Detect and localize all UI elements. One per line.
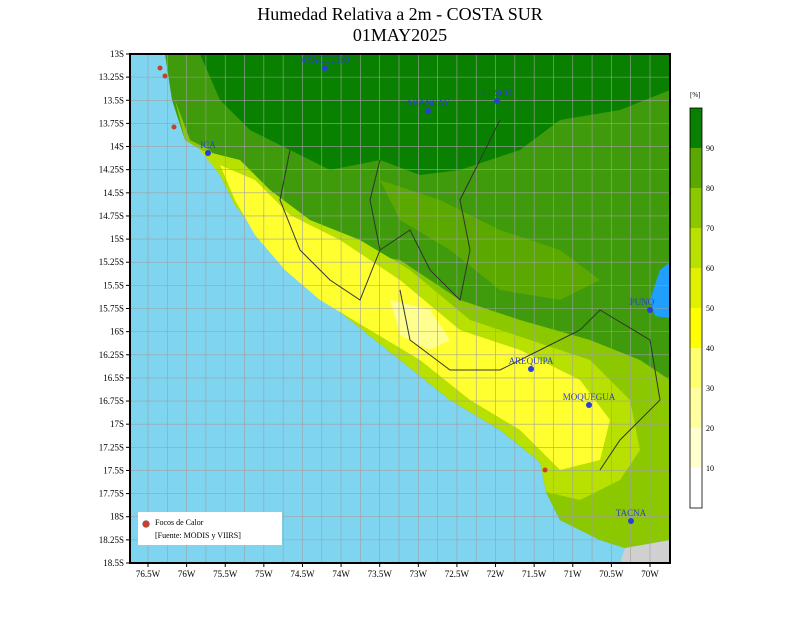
lat-label: 16.75S (99, 396, 124, 406)
colorbar-segment (690, 348, 702, 388)
lat-label: 17S (110, 419, 124, 429)
city-label: CUSCO (482, 88, 513, 98)
lon-label: 71W (564, 569, 582, 579)
city-label: PUNO (630, 297, 655, 307)
lat-label: 15S (110, 234, 124, 244)
lat-label: 13S (110, 49, 124, 59)
city-marker (205, 150, 211, 156)
city-marker (628, 518, 634, 524)
city-label: ABANCAY (406, 98, 450, 108)
colorbar-segment (690, 228, 702, 268)
colorbar-segment (690, 108, 702, 148)
lon-label: 75.5W (213, 569, 238, 579)
legend-marker (142, 520, 150, 528)
lon-label: 73.5W (368, 569, 393, 579)
subtitle: 01MAY2025 (353, 25, 447, 45)
lat-label: 17.75S (99, 489, 124, 499)
city-label: AYACUCHO (300, 55, 350, 65)
colorbar-label: 50 (706, 304, 714, 313)
lon-label: 73W (410, 569, 428, 579)
colorbar-label: 10 (706, 464, 714, 473)
city-label: TACNA (616, 508, 647, 518)
city-marker (322, 65, 328, 71)
lat-label: 14.25S (99, 165, 124, 175)
lon-label: 72.5W (445, 569, 470, 579)
colorbar-segment (690, 388, 702, 428)
city-marker (528, 366, 534, 372)
lat-label: 18.5S (103, 558, 124, 568)
colorbar-unit: [%] (690, 91, 701, 99)
lon-label: 70W (641, 569, 659, 579)
lat-label: 17.25S (99, 442, 124, 452)
colorbar-label: 70 (706, 224, 714, 233)
lat-label: 14.5S (103, 188, 124, 198)
map-area (130, 54, 670, 563)
lat-label: 15.5S (103, 280, 124, 290)
lat-label: 14.75S (99, 211, 124, 221)
lat-label: 15.75S (99, 304, 124, 314)
city-marker (425, 108, 431, 114)
colorbar-segment (690, 188, 702, 228)
lon-label: 70.5W (599, 569, 624, 579)
lat-label: 16S (110, 327, 124, 337)
colorbar-segment (690, 268, 702, 308)
colorbar-label: 80 (706, 184, 714, 193)
lon-label: 76W (178, 569, 196, 579)
lon-label: 74.5W (290, 569, 315, 579)
city-marker (494, 98, 500, 104)
colorbar-segment (690, 308, 702, 348)
lat-label: 16.5S (103, 373, 124, 383)
title: Humedad Relativa a 2m - COSTA SUR (257, 4, 543, 24)
legend-source: [Fuente: MODIS y VIIRS] (155, 531, 241, 540)
city-marker (647, 307, 653, 313)
city-label: ICA (200, 140, 216, 150)
lat-label: 18.25S (99, 535, 124, 545)
fire-points (157, 65, 548, 473)
legend-box (138, 512, 282, 545)
lon-label: 71.5W (522, 569, 547, 579)
lon-label: 72W (487, 569, 505, 579)
city-marker (586, 402, 592, 408)
colorbar-label: 30 (706, 384, 714, 393)
lon-label: 76.5W (136, 569, 161, 579)
colorbar-label: 40 (706, 344, 714, 353)
colorbar-label: 20 (706, 424, 714, 433)
lat-label: 13.5S (103, 95, 124, 105)
colorbar-segment (690, 468, 702, 508)
city-label: MOQUEGUA (563, 392, 616, 402)
colorbar-frame (689, 107, 703, 509)
lat-label: 13.25S (99, 72, 124, 82)
colorbar-segment (690, 428, 702, 468)
lat-label: 13.75S (99, 118, 124, 128)
lat-label: 17.5S (103, 465, 124, 475)
colorbar-segment (690, 148, 702, 188)
lat-label: 16.25S (99, 350, 124, 360)
lon-label: 75W (255, 569, 273, 579)
graticule (130, 54, 670, 563)
labels: 13S 13.25S 13.5S 13.75S 14S 14.25S 14.5S 14.75S… (99, 49, 714, 579)
lon-label: 74W (332, 569, 350, 579)
city-label: AREQUIPA (509, 356, 554, 366)
legend-label: Focos de Calor (155, 518, 204, 527)
lat-label: 18S (110, 512, 124, 522)
lat-label: 14S (110, 142, 124, 152)
lat-label: 15.25S (99, 257, 124, 267)
colorbar-label: 60 (706, 264, 714, 273)
colorbar-label: 90 (706, 144, 714, 153)
